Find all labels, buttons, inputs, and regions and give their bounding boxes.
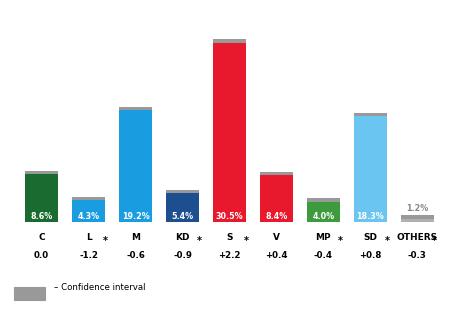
Bar [72, 197, 105, 200]
Text: *: * [197, 236, 202, 246]
Bar [25, 171, 58, 174]
Bar [307, 198, 340, 202]
Text: *: * [384, 236, 389, 246]
Bar [401, 215, 434, 222]
Bar [166, 190, 199, 222]
Text: V: V [273, 233, 280, 242]
Bar [119, 107, 152, 110]
Bar [354, 112, 387, 116]
Text: -0.3: -0.3 [408, 251, 427, 260]
Bar [25, 171, 58, 222]
Polygon shape [215, 240, 249, 243]
Text: 8.4%: 8.4% [266, 212, 288, 221]
Text: SD: SD [363, 233, 378, 242]
Text: S: S [226, 233, 233, 242]
Polygon shape [75, 239, 100, 243]
Text: *: * [243, 236, 248, 246]
Text: -1.2: -1.2 [79, 251, 98, 260]
Text: 0.0: 0.0 [34, 251, 49, 260]
Bar [72, 197, 105, 222]
Text: *: * [103, 236, 108, 246]
Text: KD: KD [176, 233, 190, 242]
Text: -0.6: -0.6 [126, 251, 145, 260]
Text: -0.9: -0.9 [173, 251, 192, 260]
Polygon shape [116, 240, 151, 243]
Bar [166, 190, 199, 193]
Text: C: C [38, 233, 45, 242]
Polygon shape [404, 239, 429, 243]
Text: +0.4: +0.4 [265, 251, 288, 260]
Bar [260, 172, 293, 175]
Text: 5.4%: 5.4% [171, 212, 193, 221]
Text: 18.3%: 18.3% [356, 212, 384, 221]
Bar [401, 215, 434, 218]
Polygon shape [256, 240, 292, 243]
Bar [354, 112, 387, 222]
Text: – Confidence interval: – Confidence interval [54, 283, 145, 293]
Text: M: M [131, 233, 140, 242]
Bar [260, 172, 293, 222]
Polygon shape [310, 239, 335, 243]
Bar [213, 39, 246, 43]
Text: L: L [86, 233, 91, 242]
Polygon shape [356, 240, 390, 243]
Bar [307, 198, 340, 222]
Bar [119, 107, 152, 222]
Text: 8.6%: 8.6% [31, 212, 53, 221]
Text: -0.4: -0.4 [314, 251, 333, 260]
Text: 19.2%: 19.2% [122, 212, 149, 221]
Bar [213, 39, 246, 222]
Text: 4.3%: 4.3% [77, 212, 100, 221]
Text: 30.5%: 30.5% [216, 212, 243, 221]
Text: 1.2%: 1.2% [406, 204, 428, 213]
Polygon shape [22, 240, 57, 243]
Text: *: * [338, 236, 342, 246]
Text: OTHERS: OTHERS [397, 233, 438, 242]
Text: +0.8: +0.8 [359, 251, 382, 260]
Text: 4.0%: 4.0% [312, 212, 334, 221]
Text: MP: MP [315, 233, 331, 242]
Text: *: * [432, 236, 436, 246]
Text: +2.2: +2.2 [218, 251, 241, 260]
Polygon shape [169, 239, 194, 243]
